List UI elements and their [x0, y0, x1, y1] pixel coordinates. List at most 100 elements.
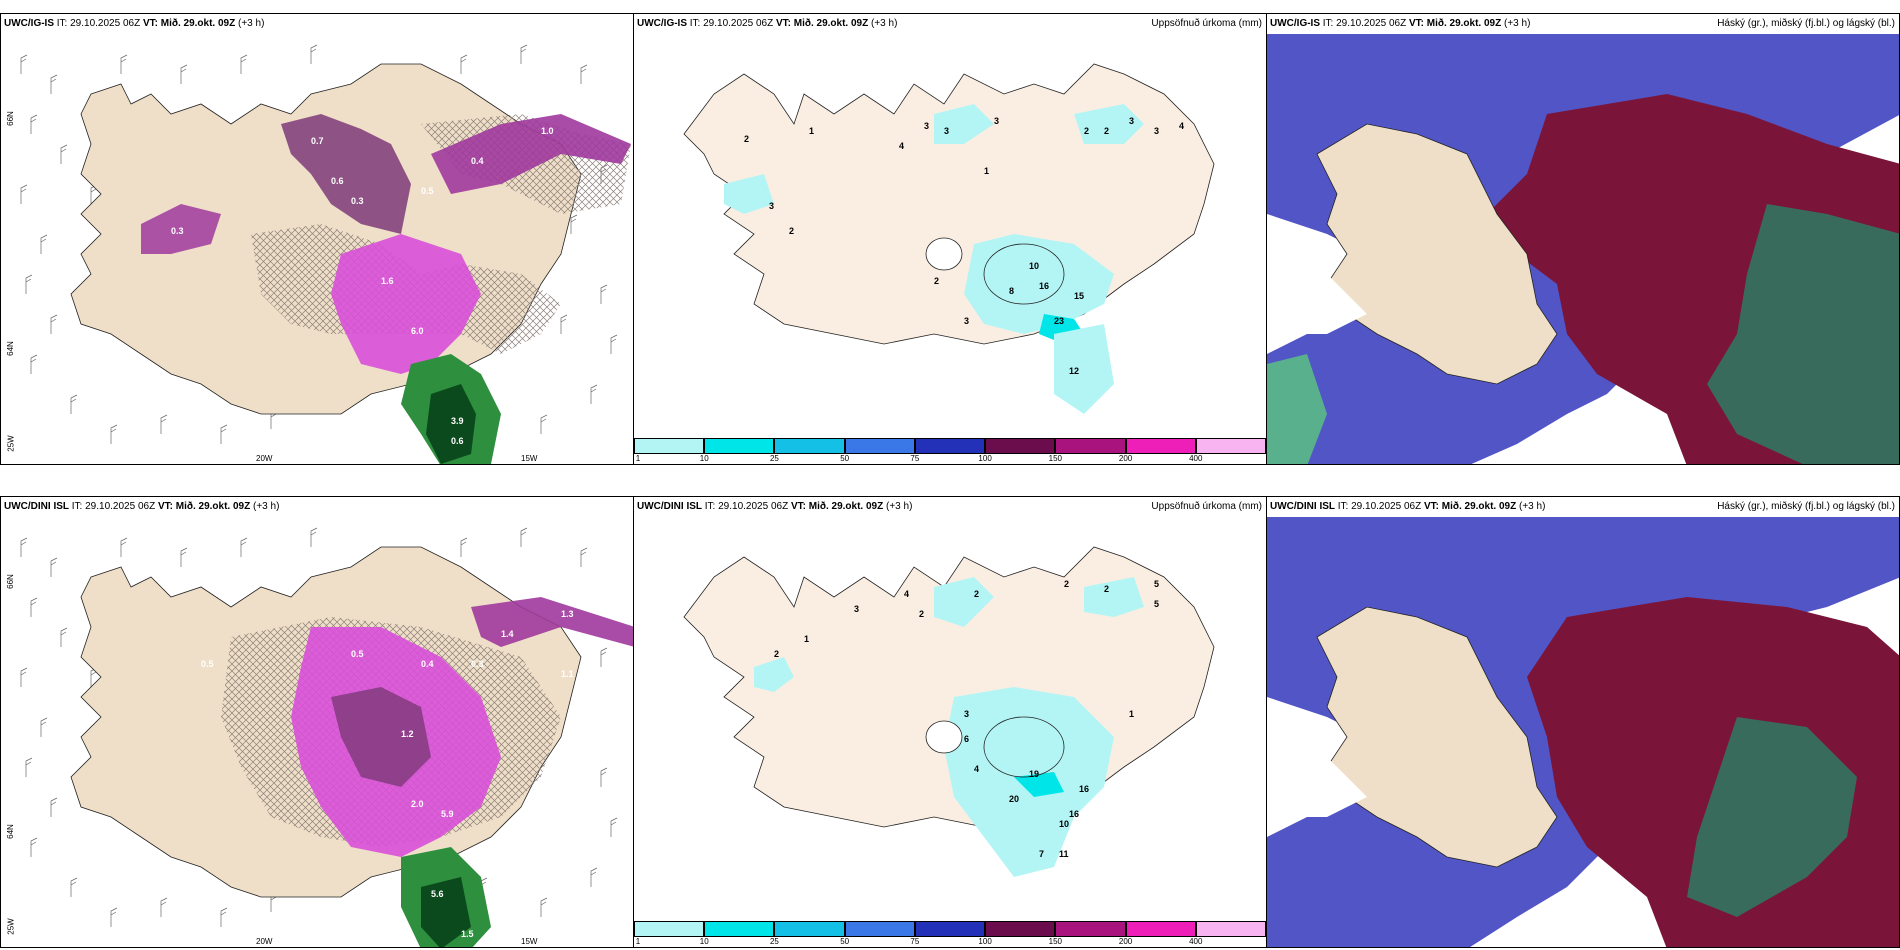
- svg-text:5: 5: [1154, 599, 1159, 609]
- svg-text:10: 10: [1059, 819, 1069, 829]
- iceland-land: [1316, 123, 1558, 385]
- panel-bottom-clouds: UWC/DINI ISL IT: 29.10.2025 06Z VT: Mið.…: [1266, 496, 1900, 948]
- precip-area-north: [934, 104, 994, 144]
- colorbar: 1 10 25 50 75 100 150 200 400: [634, 921, 1266, 947]
- svg-text:0.3: 0.3: [351, 196, 364, 206]
- colorbar-label: 50: [840, 937, 850, 946]
- colorbar-label: 1: [635, 454, 641, 463]
- svg-text:0.3: 0.3: [471, 659, 484, 669]
- panel-top-wind: UWC/IG-IS IT: 29.10.2025 06Z VT: Mið. 29…: [0, 13, 634, 465]
- svg-text:5: 5: [1154, 579, 1159, 589]
- svg-text:3: 3: [854, 604, 859, 614]
- colorbar-segment: [844, 921, 915, 937]
- colorbar-segment: [774, 921, 845, 937]
- svg-text:2: 2: [1064, 579, 1069, 589]
- svg-text:1.1: 1.1: [561, 669, 574, 679]
- svg-text:3: 3: [1129, 116, 1134, 126]
- svg-text:1.5: 1.5: [461, 929, 474, 939]
- colorbar-label: 100: [978, 937, 992, 946]
- colorbar-segment: [1125, 438, 1196, 454]
- lon-label-25w: 25W: [6, 435, 16, 452]
- svg-text:3: 3: [769, 201, 774, 211]
- colorbar-label: 75: [910, 937, 920, 946]
- panel-title: UWC/DINI ISL IT: 29.10.2025 06Z VT: Mið.…: [1270, 501, 1546, 512]
- svg-text:0.7: 0.7: [311, 136, 324, 146]
- svg-text:3: 3: [1154, 126, 1159, 136]
- svg-text:0.5: 0.5: [421, 186, 434, 196]
- svg-text:0.4: 0.4: [471, 156, 484, 166]
- panel-title: UWC/IG-IS IT: 29.10.2025 06Z VT: Mið. 29…: [4, 18, 265, 29]
- svg-text:3: 3: [964, 316, 969, 326]
- svg-text:2: 2: [974, 589, 979, 599]
- svg-text:2: 2: [934, 276, 939, 286]
- colorbar-segment: [914, 921, 986, 937]
- svg-text:12: 12: [1069, 366, 1079, 376]
- wind-precip-map: 0.7 0.6 0.3 0.5 0.4 1.0 1.6 6.0 3.9 0.6 0.3 0.3: [20, 44, 631, 464]
- svg-text:1: 1: [984, 166, 989, 176]
- svg-text:1: 1: [804, 634, 809, 644]
- svg-text:10: 10: [1029, 261, 1039, 271]
- svg-text:1.0: 1.0: [541, 126, 554, 136]
- iceland-land: [1316, 606, 1558, 868]
- colorbar-label: 10: [699, 454, 709, 463]
- precip-value-labels: 0.7 0.6 0.3 0.5 0.4 1.0 1.6 6.0 3.9 0.6 0.3 0.3: [171, 126, 604, 446]
- cloud-low-area: [1707, 204, 1899, 464]
- svg-text:1.4: 1.4: [501, 629, 514, 639]
- svg-text:3: 3: [924, 121, 929, 131]
- lat-label-66n: 66N: [5, 111, 15, 126]
- svg-text:2: 2: [1104, 584, 1109, 594]
- panel-title: UWC/DINI ISL IT: 29.10.2025 06Z VT: Mið.…: [637, 501, 913, 512]
- svg-text:16: 16: [1039, 281, 1049, 291]
- colorbar-segment: [1195, 438, 1266, 454]
- lat-label-66n: 66N: [5, 574, 15, 589]
- colorbar-label: 10: [699, 937, 709, 946]
- lon-label-25w: 25W: [6, 918, 16, 935]
- svg-text:3: 3: [944, 126, 949, 136]
- panel-bottom-wind: UWC/DINI ISL IT: 29.10.2025 06Z VT: Mið.…: [0, 496, 634, 948]
- lon-label-20w: 20W: [256, 454, 273, 463]
- svg-text:3: 3: [994, 116, 999, 126]
- svg-text:4: 4: [899, 141, 904, 151]
- colorbar-segment: [844, 438, 915, 454]
- shower-area-west: [141, 204, 221, 254]
- svg-text:19: 19: [1029, 769, 1039, 779]
- svg-text:1: 1: [1129, 709, 1134, 719]
- svg-text:2: 2: [774, 649, 779, 659]
- colorbar-segment: [1195, 921, 1266, 937]
- panel-title: UWC/IG-IS IT: 29.10.2025 06Z VT: Mið. 29…: [1270, 18, 1531, 29]
- panel-top-clouds: UWC/IG-IS IT: 29.10.2025 06Z VT: Mið. 29…: [1266, 13, 1900, 465]
- lon-label-15w: 15W: [521, 937, 538, 946]
- svg-text:1: 1: [809, 126, 814, 136]
- colorbar-label: 400: [1189, 454, 1203, 463]
- colorbar: 1 10 25 50 75 100 150 200 400: [634, 438, 1266, 464]
- svg-text:0.3: 0.3: [591, 306, 604, 316]
- panel-bottom-precip: UWC/DINI ISL IT: 29.10.2025 06Z VT: Mið.…: [633, 496, 1267, 948]
- cloud-cover-map: [1267, 517, 1899, 947]
- colorbar-segment: [704, 921, 775, 937]
- panel-subtitle: Háský (gr.), miðský (fj.bl.) og lágský (…: [1717, 501, 1895, 512]
- svg-text:0.5: 0.5: [201, 659, 214, 669]
- svg-text:0.6: 0.6: [331, 176, 344, 186]
- svg-text:2.0: 2.0: [411, 799, 424, 809]
- colorbar-label: 150: [1048, 937, 1063, 946]
- svg-text:7: 7: [1039, 849, 1044, 859]
- colorbar-label: 25: [769, 937, 779, 946]
- svg-text:16: 16: [1079, 784, 1089, 794]
- colorbar-label: 25: [769, 454, 779, 463]
- colorbar-segment: [914, 438, 986, 454]
- svg-text:4: 4: [974, 764, 979, 774]
- colorbar-segment: [985, 438, 1056, 454]
- svg-text:0.3: 0.3: [171, 226, 184, 236]
- svg-text:15: 15: [1074, 291, 1084, 301]
- panel-title: UWC/IG-IS IT: 29.10.2025 06Z VT: Mið. 29…: [637, 18, 898, 29]
- colorbar-label: 200: [1118, 937, 1133, 946]
- colorbar-label: 1: [635, 937, 641, 946]
- svg-text:2: 2: [1104, 126, 1109, 136]
- svg-text:1.2: 1.2: [401, 729, 414, 739]
- cloud-low-area: [1687, 717, 1857, 917]
- colorbar-segment: [1125, 921, 1196, 937]
- svg-text:4: 4: [904, 589, 909, 599]
